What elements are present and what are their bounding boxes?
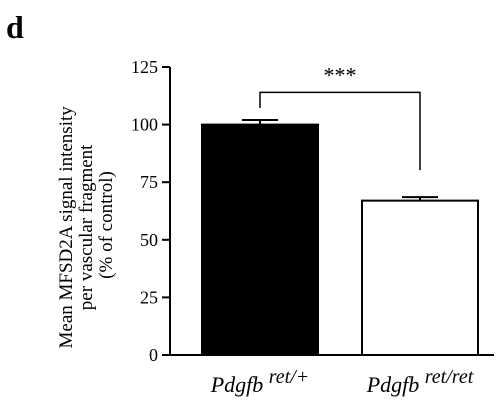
y-axis-label: Mean MFSD2A signal intensity per vascula… <box>56 101 117 348</box>
category-base-1: Pdgfb <box>210 372 269 397</box>
bars <box>201 118 479 356</box>
category-base-2: Pdgfb <box>366 372 425 397</box>
y-tick-label-25: 25 <box>140 287 158 307</box>
bar-1 <box>201 123 319 356</box>
category-labels: Pdgfb ret/+ Pdgfb ret/ret <box>210 366 474 397</box>
y-axis-label-line-2: per vascular fragment <box>76 144 97 310</box>
category-label-2: Pdgfb ret/ret <box>366 366 474 397</box>
y-tick-label-125: 125 <box>131 57 158 77</box>
y-axis-label-line-3: (% of control) <box>96 171 117 279</box>
significance-annotation: *** <box>259 62 421 171</box>
y-tick-label-50: 50 <box>140 230 158 250</box>
category-superscript-2: ret/ret <box>425 366 474 388</box>
significance-bracket <box>259 91 421 171</box>
category-label-1: Pdgfb ret/+ <box>210 366 310 397</box>
bar-2 <box>361 199 479 356</box>
category-superscript-1: ret/+ <box>269 366 310 388</box>
panel-label: d <box>6 9 24 45</box>
y-tick-label-100: 100 <box>131 115 158 135</box>
y-tick-label-0: 0 <box>149 345 158 365</box>
y-axis-label-line-1: Mean MFSD2A signal intensity <box>56 106 77 349</box>
significance-label: *** <box>324 62 357 87</box>
y-tick-label-75: 75 <box>140 172 158 192</box>
